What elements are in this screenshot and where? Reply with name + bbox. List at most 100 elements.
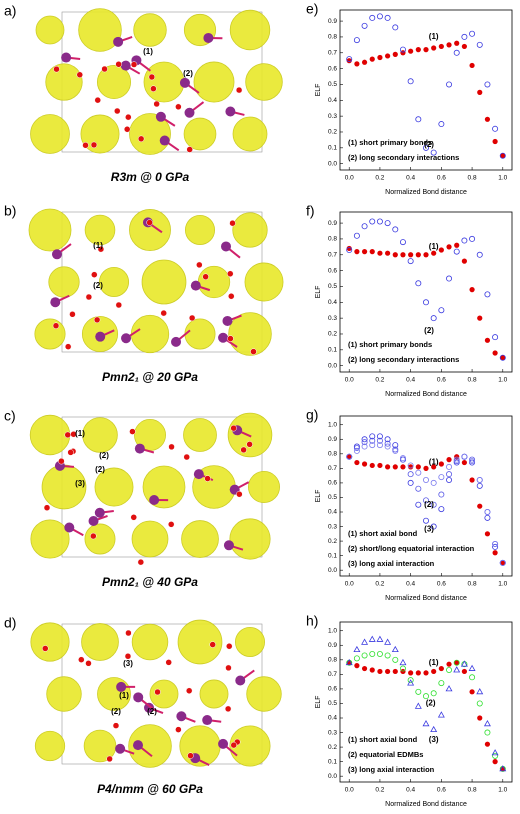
atom-te [113, 36, 124, 47]
data-point [384, 220, 391, 227]
data-point [392, 252, 398, 258]
data-point [422, 497, 429, 504]
isosurface [248, 471, 280, 503]
atom-o [187, 752, 194, 759]
data-point [423, 47, 429, 53]
x-tick-label: 0.6 [437, 377, 446, 384]
data-point [369, 218, 376, 225]
data-point [500, 153, 506, 159]
data-point [422, 299, 429, 306]
atom-te [149, 494, 160, 505]
isosurface [246, 676, 282, 712]
atom-o [148, 73, 156, 81]
isosurface [35, 15, 65, 45]
data-point [400, 50, 406, 56]
data-point [431, 250, 437, 256]
y-tick-label: 0.0 [328, 362, 337, 369]
data-point [361, 223, 368, 230]
data-point [361, 638, 369, 645]
data-point [354, 61, 360, 67]
isosurface [183, 418, 217, 452]
data-point [376, 442, 383, 449]
isosurface [193, 61, 235, 103]
note: (2) short/long equatorial interaction [348, 544, 475, 553]
atom-o [146, 219, 153, 226]
atom-o [183, 453, 190, 461]
atom-o [228, 292, 235, 300]
data-point [407, 677, 414, 684]
data-point [376, 651, 383, 658]
isosurface [98, 266, 130, 298]
data-point [477, 503, 483, 509]
atom-o [97, 245, 105, 253]
atom-te [61, 52, 72, 63]
structure-image [29, 412, 280, 566]
isosurface [129, 113, 171, 155]
isosurface [197, 265, 231, 299]
y-axis-label: ELF [315, 84, 322, 97]
y-axis-label: ELF [315, 696, 322, 709]
structure-label: (1) [119, 691, 129, 700]
data-point [446, 42, 452, 48]
x-tick-label: 0.6 [437, 175, 446, 182]
isosurface [184, 214, 216, 246]
data-point [430, 149, 437, 156]
x-axis-label: Normalized Bond distance [385, 189, 467, 196]
data-point [422, 144, 429, 151]
data-point [353, 37, 360, 44]
atom-o [101, 65, 108, 73]
atom-o [227, 270, 234, 278]
data-point [385, 668, 391, 675]
y-tick-label: 0.7 [328, 49, 337, 56]
annotation: (1) [429, 242, 439, 251]
note: (3) long axial interaction [348, 559, 435, 568]
y-tick-label: 0.2 [328, 331, 337, 338]
atom-o [64, 343, 72, 350]
structure-image [30, 619, 282, 768]
data-point [453, 49, 460, 56]
data-point [399, 658, 407, 666]
panel-letter: f) [306, 203, 315, 219]
note: (2) long secondary interactions [348, 355, 459, 364]
data-point [384, 440, 391, 447]
atom-o [137, 558, 145, 566]
y-tick-label: 0.5 [328, 283, 337, 290]
data-point [361, 665, 368, 672]
atom-o [64, 431, 71, 439]
y-tick-label: 0.0 [328, 160, 337, 167]
data-point [437, 711, 445, 718]
data-point [469, 674, 476, 681]
annotation: (2) [424, 500, 434, 509]
x-tick-label: 1.0 [498, 787, 507, 794]
atom-o [93, 316, 101, 324]
note: (3) long axial interaction [348, 765, 435, 774]
data-point [484, 741, 491, 747]
x-tick-label: 0.8 [468, 377, 477, 384]
atom-o [186, 146, 193, 153]
y-tick-label: 0.4 [328, 509, 337, 516]
data-point [484, 729, 491, 736]
y-tick-label: 0.6 [328, 267, 337, 274]
data-point [476, 687, 484, 695]
x-tick-label: 1.0 [498, 377, 507, 384]
isosurface [130, 314, 170, 354]
atom-te [184, 107, 195, 118]
atom-o [204, 475, 211, 482]
data-point [399, 239, 406, 246]
y-tick-label: 0.1 [328, 552, 337, 559]
data-point [453, 248, 460, 255]
data-point [438, 506, 445, 513]
isosurface [128, 724, 172, 768]
atom-o [90, 141, 98, 149]
note: (2) long secondary interactions [348, 153, 459, 162]
y-tick-label: 0.8 [328, 34, 337, 41]
isosurface [96, 64, 132, 100]
data-point [353, 232, 360, 239]
data-point [461, 453, 468, 460]
data-point [376, 437, 383, 444]
structure-label: (1) [93, 241, 103, 250]
atom-o [115, 301, 123, 309]
data-point [345, 658, 353, 666]
data-point [453, 659, 460, 666]
atom-o [69, 311, 76, 318]
